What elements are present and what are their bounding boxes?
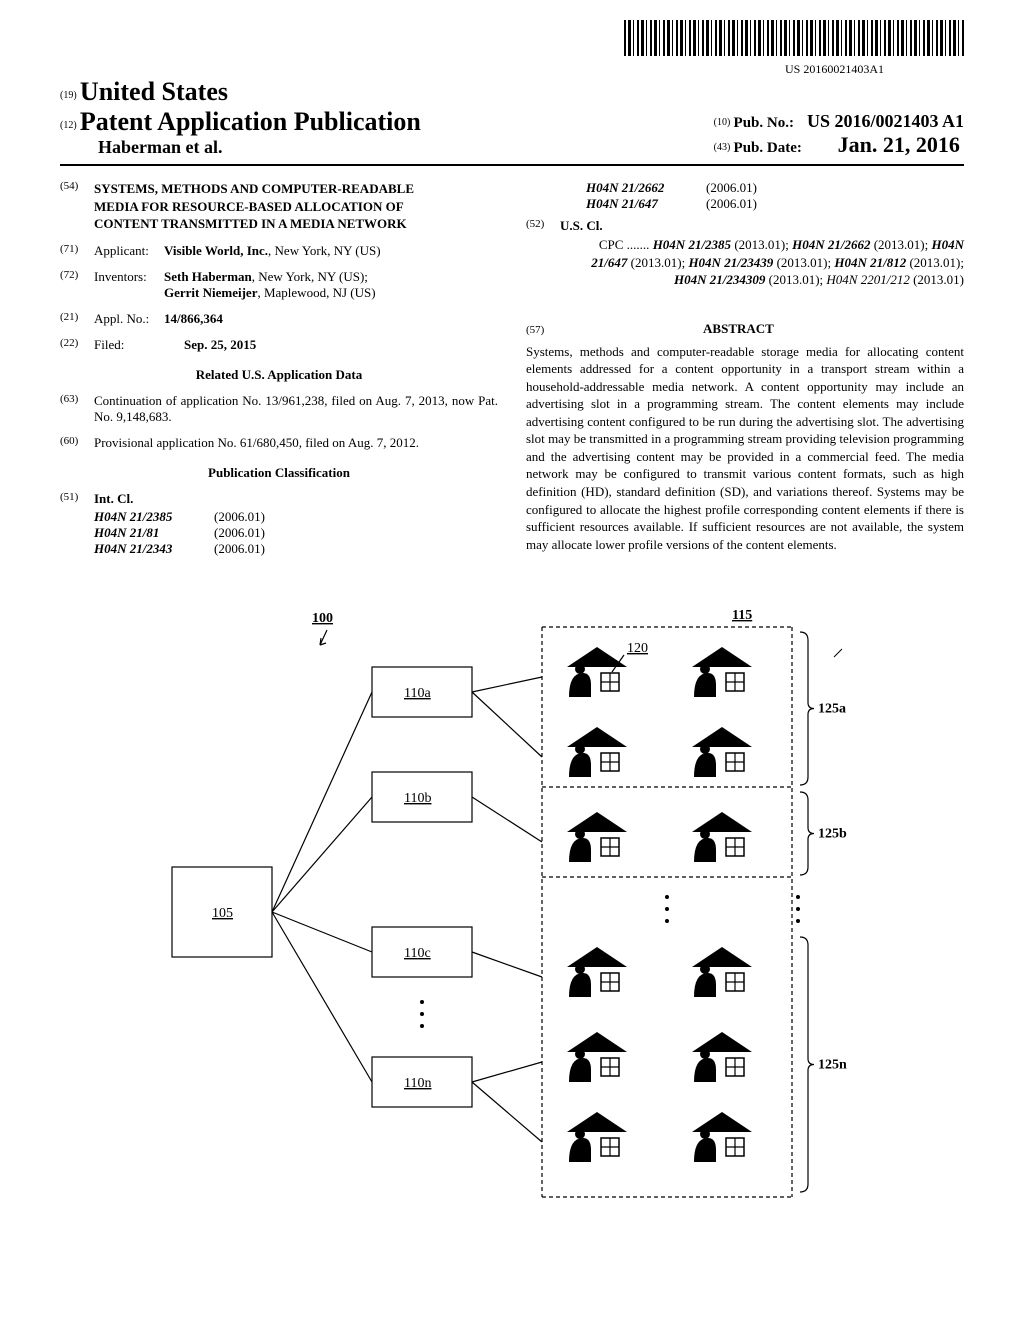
field-54: (54) SYSTEMS, METHODS AND COMPUTER-READA…	[60, 180, 498, 233]
applicant-rest: , New York, NY (US)	[268, 243, 381, 258]
code-72: (72)	[60, 269, 94, 281]
code-63: (63)	[60, 393, 94, 405]
pub-date-label: Pub. Date:	[734, 140, 802, 156]
filed-label: Filed:	[94, 337, 164, 353]
svg-text:125a: 125a	[818, 701, 846, 716]
inventor-2-rest: , Maplewood, NJ (US)	[257, 285, 375, 300]
inventor-1-name: Seth Haberman	[164, 269, 252, 284]
us-cl-label: U.S. Cl.	[560, 218, 603, 234]
barcode-graphic	[624, 20, 964, 56]
inventor-1-rest: , New York, NY (US);	[252, 269, 368, 284]
country-title: United States	[80, 77, 228, 106]
header: (19) United States (12) Patent Applicati…	[60, 77, 964, 166]
code-21: (21)	[60, 311, 94, 323]
code-52: (52)	[526, 218, 560, 230]
field-21: (21) Appl. No.: 14/866,364	[60, 311, 498, 327]
inventors-label: Inventors:	[94, 269, 164, 285]
field-71: (71) Applicant: Visible World, Inc., New…	[60, 243, 498, 259]
pub-no-label: Pub. No.:	[734, 115, 794, 131]
field-51: (51) Int. Cl.	[60, 491, 498, 507]
header-right: (10) Pub. No.: US 2016/0021403 A1 (43) P…	[714, 111, 964, 158]
svg-text:110c: 110c	[404, 946, 431, 961]
pub-class-header: Publication Classification	[60, 465, 498, 481]
int-cl-list-right: H04N 21/2662(2006.01)H04N 21/647(2006.01…	[526, 180, 964, 212]
code-51: (51)	[60, 491, 94, 503]
svg-text:110a: 110a	[404, 686, 431, 701]
svg-text:125b: 125b	[818, 826, 847, 841]
provisional-text: Provisional application No. 61/680,450, …	[94, 435, 419, 451]
code-71: (71)	[60, 243, 94, 255]
applicant-value: Visible World, Inc., New York, NY (US)	[164, 243, 381, 259]
code-12: (12)	[60, 120, 77, 131]
cpc-block: CPC ....... H04N 21/2385 (2013.01); H04N…	[526, 236, 964, 289]
field-72: (72) Inventors: Seth Haberman, New York,…	[60, 269, 498, 301]
code-22: (22)	[60, 337, 94, 349]
left-column: (54) SYSTEMS, METHODS AND COMPUTER-READA…	[60, 180, 498, 557]
field-22: (22) Filed: Sep. 25, 2015	[60, 337, 498, 353]
figure-area: 100 105 110a 110b 110c 110n 115 120 125a 125b 125n	[60, 597, 964, 1217]
figure-svg: 100 105 110a 110b 110c 110n 115 120 125a 125b 125n	[152, 597, 872, 1217]
code-57: (57)	[526, 324, 560, 336]
code-19: (19)	[60, 90, 77, 101]
barcode-block	[60, 20, 964, 60]
code-54: (54)	[60, 180, 94, 192]
continuation-text: Continuation of application No. 13/961,2…	[94, 393, 498, 425]
related-data-header: Related U.S. Application Data	[60, 367, 498, 383]
right-column: H04N 21/2662(2006.01)H04N 21/647(2006.01…	[526, 180, 964, 557]
int-cl-label: Int. Cl.	[94, 491, 133, 507]
field-52: (52) U.S. Cl.	[526, 218, 964, 234]
body-columns: (54) SYSTEMS, METHODS AND COMPUTER-READA…	[60, 180, 964, 557]
authors-line: Haberman et al.	[60, 137, 421, 158]
abstract-header: ABSTRACT	[563, 321, 913, 337]
field-57: (57) ABSTRACT	[526, 307, 964, 343]
svg-text:110b: 110b	[404, 791, 431, 806]
svg-text:125n: 125n	[818, 1057, 847, 1072]
svg-text:110n: 110n	[404, 1076, 431, 1091]
code-43: (43)	[714, 142, 731, 153]
appl-no-value: 14/866,364	[164, 311, 223, 327]
field-60: (60) Provisional application No. 61/680,…	[60, 435, 498, 451]
svg-text:100: 100	[312, 611, 333, 626]
inventor-2-name: Gerrit Niemeijer	[164, 285, 257, 300]
applicant-name: Visible World, Inc.	[164, 243, 268, 258]
svg-text:105: 105	[212, 906, 233, 921]
svg-text:120: 120	[627, 641, 648, 656]
svg-text:115: 115	[732, 608, 752, 623]
inventors-value: Seth Haberman, New York, NY (US); Gerrit…	[164, 269, 376, 301]
field-63: (63) Continuation of application No. 13/…	[60, 393, 498, 425]
appl-no-label: Appl. No.:	[94, 311, 164, 327]
pub-date: Jan. 21, 2016	[838, 132, 960, 157]
abstract-text: Systems, methods and computer-readable s…	[526, 343, 964, 554]
doc-type: Patent Application Publication	[80, 107, 421, 136]
int-cl-list-left: H04N 21/2385(2006.01)H04N 21/81(2006.01)…	[60, 509, 498, 557]
invention-title: SYSTEMS, METHODS AND COMPUTER-READABLE M…	[94, 180, 414, 233]
code-60: (60)	[60, 435, 94, 447]
barcode-number: US 20160021403A1	[60, 62, 884, 77]
header-left: (19) United States (12) Patent Applicati…	[60, 77, 421, 158]
pub-no: US 2016/0021403 A1	[807, 111, 964, 131]
code-10: (10)	[714, 117, 731, 128]
filed-value: Sep. 25, 2015	[164, 337, 256, 353]
applicant-label: Applicant:	[94, 243, 164, 259]
